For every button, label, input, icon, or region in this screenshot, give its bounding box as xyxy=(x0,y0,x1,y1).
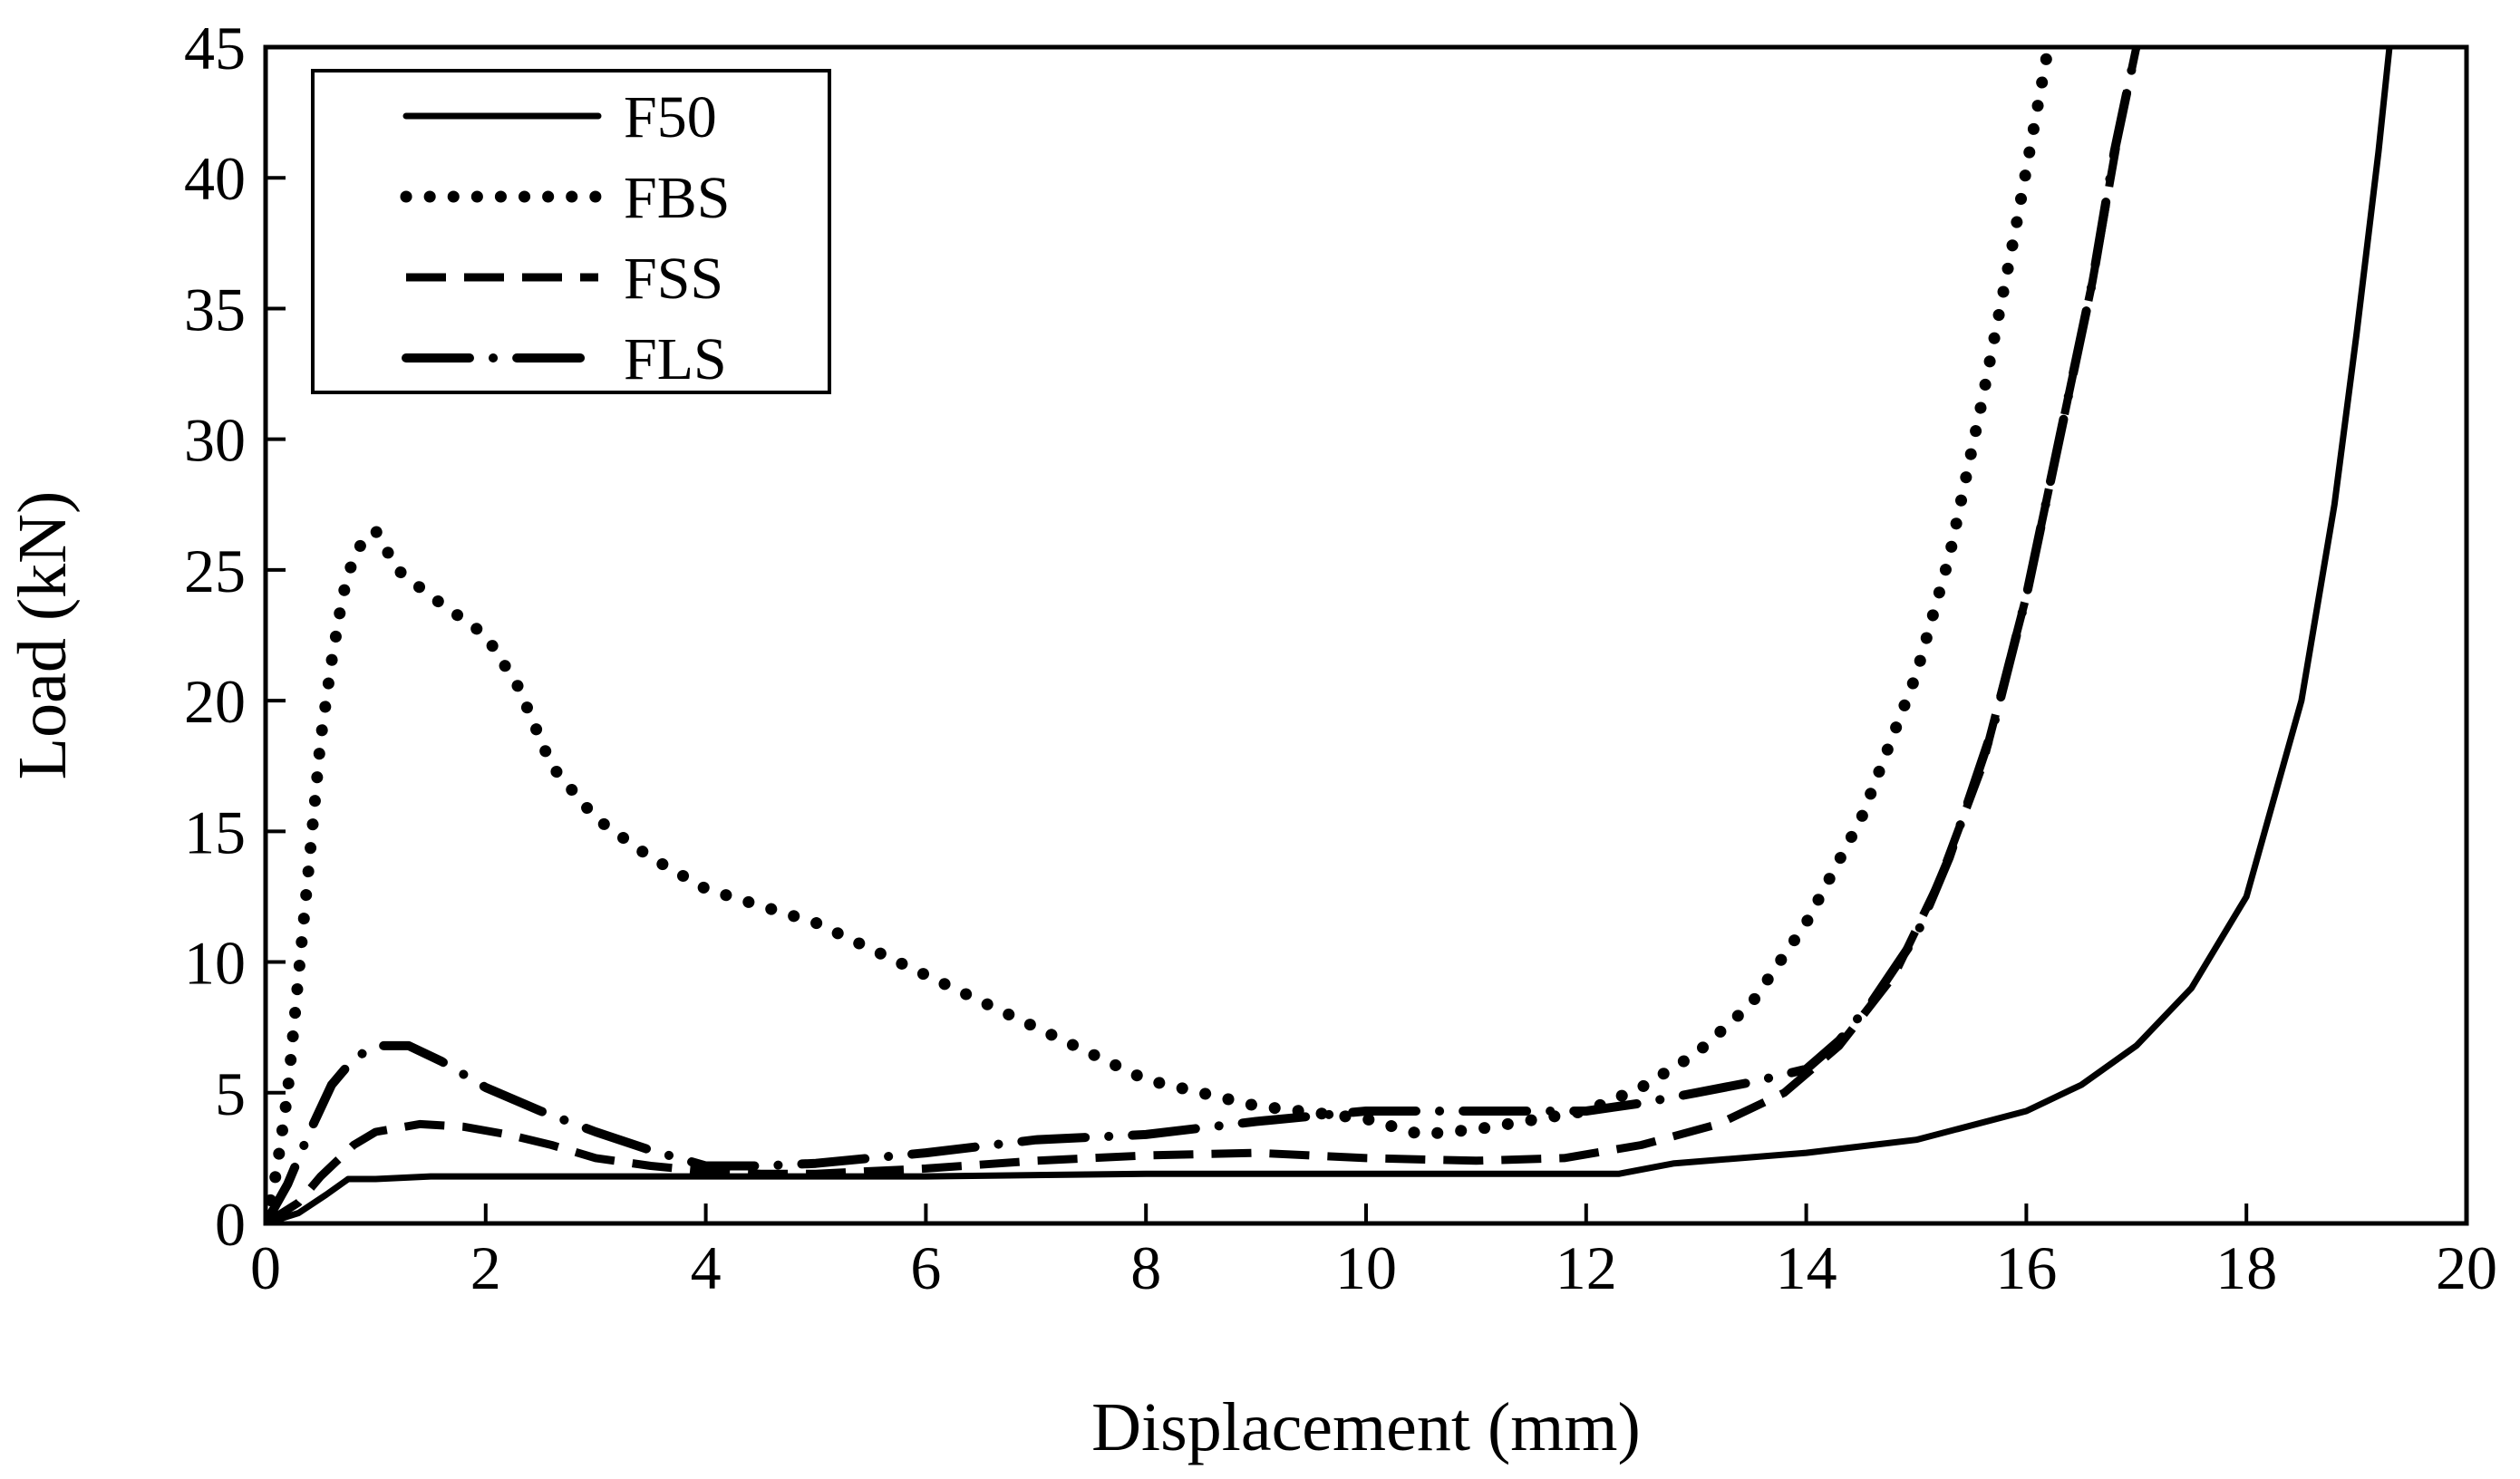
x-tick-label: 20 xyxy=(2436,1233,2497,1302)
y-tick-label: 20 xyxy=(184,667,246,736)
y-tick-label: 40 xyxy=(184,144,246,213)
x-tick-label: 12 xyxy=(1556,1233,1617,1302)
y-tick-label: 25 xyxy=(184,536,246,605)
y-tick-label: 35 xyxy=(184,275,246,343)
y-axis-title: Load (kN) xyxy=(5,491,81,780)
x-axis-title: Displacement (mm) xyxy=(1091,1389,1641,1465)
x-tick-label: 2 xyxy=(470,1233,501,1302)
y-tick-label: 15 xyxy=(184,798,246,866)
series-line-f50 xyxy=(266,47,2393,1223)
legend-label-fss: FSS xyxy=(624,246,723,312)
legend-label-fbs: FBS xyxy=(624,165,730,231)
x-tick-label: 10 xyxy=(1335,1233,1397,1302)
axis-ticks: 0 2 4 6 8 10 12 14 16 18 20 0 5 10 15 20 25 30 35 40 45 xyxy=(184,14,2497,1302)
y-tick-label: 5 xyxy=(215,1059,246,1128)
x-tick-label: 6 xyxy=(910,1233,941,1302)
y-tick-label: 10 xyxy=(184,929,246,998)
x-tick-label: 4 xyxy=(691,1233,722,1302)
x-tick-label: 0 xyxy=(250,1233,281,1302)
x-tick-label: 8 xyxy=(1130,1233,1161,1302)
legend-box xyxy=(311,69,831,394)
y-tick-label: 30 xyxy=(184,406,246,475)
series-layer xyxy=(266,47,2393,1223)
x-tick-label: 16 xyxy=(1995,1233,2057,1302)
legend-label-fls: FLS xyxy=(624,326,727,392)
x-tick-label: 18 xyxy=(2215,1233,2277,1302)
y-tick-label: 45 xyxy=(184,14,246,82)
series-line-fls xyxy=(266,47,2141,1223)
series-line-fbs xyxy=(266,47,2055,1223)
x-tick-label: 14 xyxy=(1776,1233,1837,1302)
y-tick-label: 0 xyxy=(215,1190,246,1259)
legend-label-f50: F50 xyxy=(624,84,717,150)
legend: F50 FBS FSS FLS xyxy=(311,69,831,394)
